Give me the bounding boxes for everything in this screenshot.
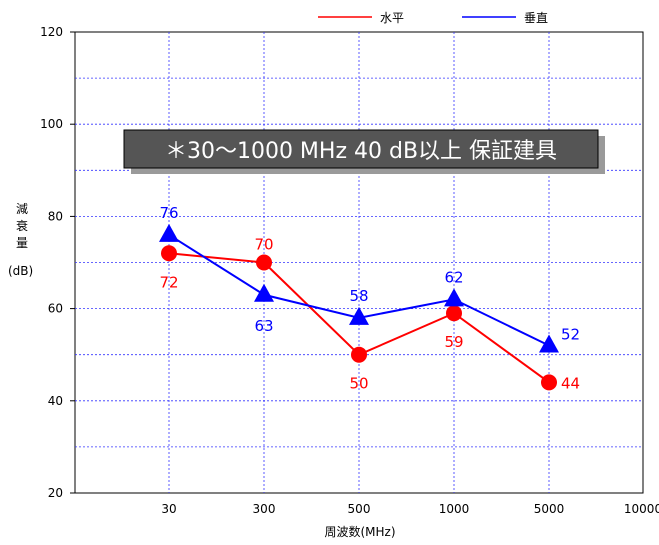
annotation-text: ＊30～1000 MHz 40 dB以上 保証建具 — [165, 139, 557, 164]
y-axis-label-char-1: 減 — [16, 201, 28, 216]
data-label: 76 — [159, 204, 178, 222]
data-point-vertical — [444, 288, 464, 307]
data-label: 70 — [254, 236, 273, 254]
legend: 水平 垂直 — [318, 11, 548, 25]
data-point-vertical — [539, 334, 559, 353]
y-tick-label: 60 — [48, 302, 63, 316]
data-point-horizontal — [541, 374, 557, 391]
y-axis-label-char-3: 量 — [16, 236, 28, 250]
annotation-banner: ＊30～1000 MHz 40 dB以上 保証建具 — [123, 129, 605, 174]
data-label: 59 — [444, 333, 463, 351]
data-point-horizontal — [256, 254, 272, 271]
x-axis-label: 周波数(MHz) — [324, 524, 395, 539]
legend-label-vertical: 垂直 — [524, 11, 548, 25]
data-point-vertical — [349, 306, 369, 325]
data-point-horizontal — [446, 305, 462, 322]
data-label: 58 — [349, 287, 368, 305]
x-tick-label: 30 — [161, 502, 176, 516]
x-tick-label: 500 — [348, 502, 371, 516]
x-tick-label: 300 — [253, 502, 276, 516]
data-label: 72 — [159, 273, 178, 291]
y-axis-ticks: 20 40 60 80 100 120 — [40, 25, 75, 500]
series-layer: 72 70 50 59 44 76 63 58 62 52 — [159, 204, 580, 393]
data-label: 44 — [561, 374, 580, 392]
y-tick-label: 80 — [48, 209, 63, 223]
y-tick-label: 120 — [40, 25, 63, 39]
y-tick-label: 100 — [40, 117, 63, 131]
y-axis-unit: (dB) — [8, 264, 33, 278]
annotation-box — [123, 129, 599, 169]
y-axis-label-char-2: 衰 — [16, 218, 28, 233]
y-tick-label: 40 — [48, 394, 63, 408]
legend-label-horizontal: 水平 — [380, 11, 404, 25]
data-label: 63 — [254, 317, 273, 335]
data-label: 52 — [561, 325, 580, 343]
data-point-horizontal — [351, 346, 367, 363]
y-tick-label: 20 — [48, 486, 63, 500]
data-point-horizontal — [161, 245, 177, 262]
x-axis-ticks: 30 300 500 1000 5000 10000 — [161, 502, 659, 516]
x-tick-label: 1000 — [439, 502, 470, 516]
data-point-vertical — [159, 223, 179, 242]
data-label: 62 — [444, 268, 463, 286]
x-tick-label: 10000 — [624, 502, 659, 516]
x-tick-label: 5000 — [534, 502, 565, 516]
data-point-vertical — [254, 283, 274, 302]
data-label: 50 — [349, 375, 368, 393]
